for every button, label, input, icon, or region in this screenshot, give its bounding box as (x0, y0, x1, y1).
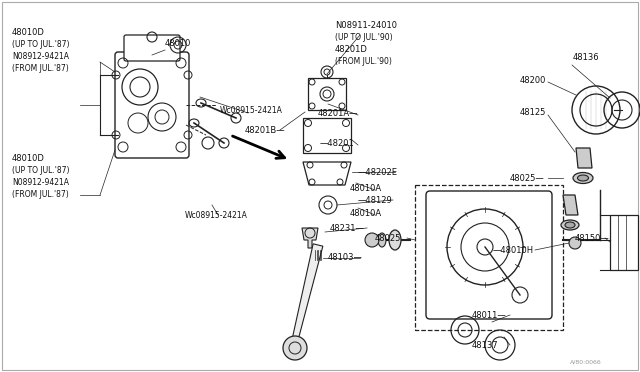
Text: —48202E: —48202E (358, 167, 398, 176)
Ellipse shape (577, 175, 589, 181)
Text: 48136: 48136 (573, 52, 600, 61)
Text: (FROM JUL.'87): (FROM JUL.'87) (12, 64, 68, 73)
Circle shape (365, 233, 379, 247)
Polygon shape (303, 162, 351, 185)
Text: 48103—: 48103— (328, 253, 363, 263)
Text: N08911-24010: N08911-24010 (335, 20, 397, 29)
Polygon shape (576, 148, 592, 168)
Polygon shape (302, 228, 318, 248)
Text: 48150—: 48150— (575, 234, 610, 243)
Text: 48010: 48010 (165, 38, 191, 48)
Text: 48200: 48200 (520, 76, 547, 84)
Text: (UP TO JUL.'87): (UP TO JUL.'87) (12, 39, 70, 48)
Text: 48010A: 48010A (350, 208, 382, 218)
Ellipse shape (389, 230, 401, 250)
Text: 48201B—: 48201B— (245, 125, 285, 135)
Text: N08912-9421A: N08912-9421A (12, 51, 69, 61)
Text: 48231—: 48231— (330, 224, 365, 232)
Polygon shape (563, 195, 578, 215)
Ellipse shape (565, 222, 575, 228)
Text: 48125: 48125 (520, 108, 547, 116)
Text: Wc08915-2421A: Wc08915-2421A (220, 106, 283, 115)
Ellipse shape (561, 220, 579, 230)
Text: 48010A: 48010A (350, 183, 382, 192)
Text: 48010D: 48010D (12, 154, 45, 163)
Text: (FROM JUL.'90): (FROM JUL.'90) (335, 57, 392, 65)
Circle shape (283, 336, 307, 360)
Text: (UP TO JUL.'90): (UP TO JUL.'90) (335, 32, 392, 42)
Text: 48201D: 48201D (335, 45, 368, 54)
Circle shape (569, 237, 581, 249)
FancyBboxPatch shape (115, 52, 189, 158)
Text: A/80:0066: A/80:0066 (570, 359, 602, 365)
Text: 48201A—: 48201A— (318, 109, 358, 118)
FancyBboxPatch shape (426, 191, 552, 319)
Ellipse shape (573, 173, 593, 183)
Bar (303, 118, 351, 153)
Text: 48025: 48025 (375, 234, 401, 243)
Bar (308, 78, 346, 110)
Text: —48129: —48129 (358, 196, 393, 205)
Text: —48201: —48201 (320, 138, 355, 148)
Text: N08912-9421A: N08912-9421A (12, 177, 69, 186)
Text: 48137: 48137 (472, 340, 499, 350)
Text: 48011—: 48011— (472, 311, 507, 320)
Bar (610, 215, 638, 270)
Text: 48010D: 48010D (12, 28, 45, 36)
Text: (FROM JUL.'87): (FROM JUL.'87) (12, 189, 68, 199)
Text: (UP TO JUL.'87): (UP TO JUL.'87) (12, 166, 70, 174)
Text: 48025—: 48025— (510, 173, 545, 183)
FancyBboxPatch shape (124, 35, 180, 61)
Text: Wc08915-2421A: Wc08915-2421A (185, 211, 248, 219)
Ellipse shape (378, 233, 386, 247)
Text: —48010H: —48010H (493, 246, 534, 254)
Bar (415, 185, 563, 330)
Polygon shape (292, 244, 323, 341)
